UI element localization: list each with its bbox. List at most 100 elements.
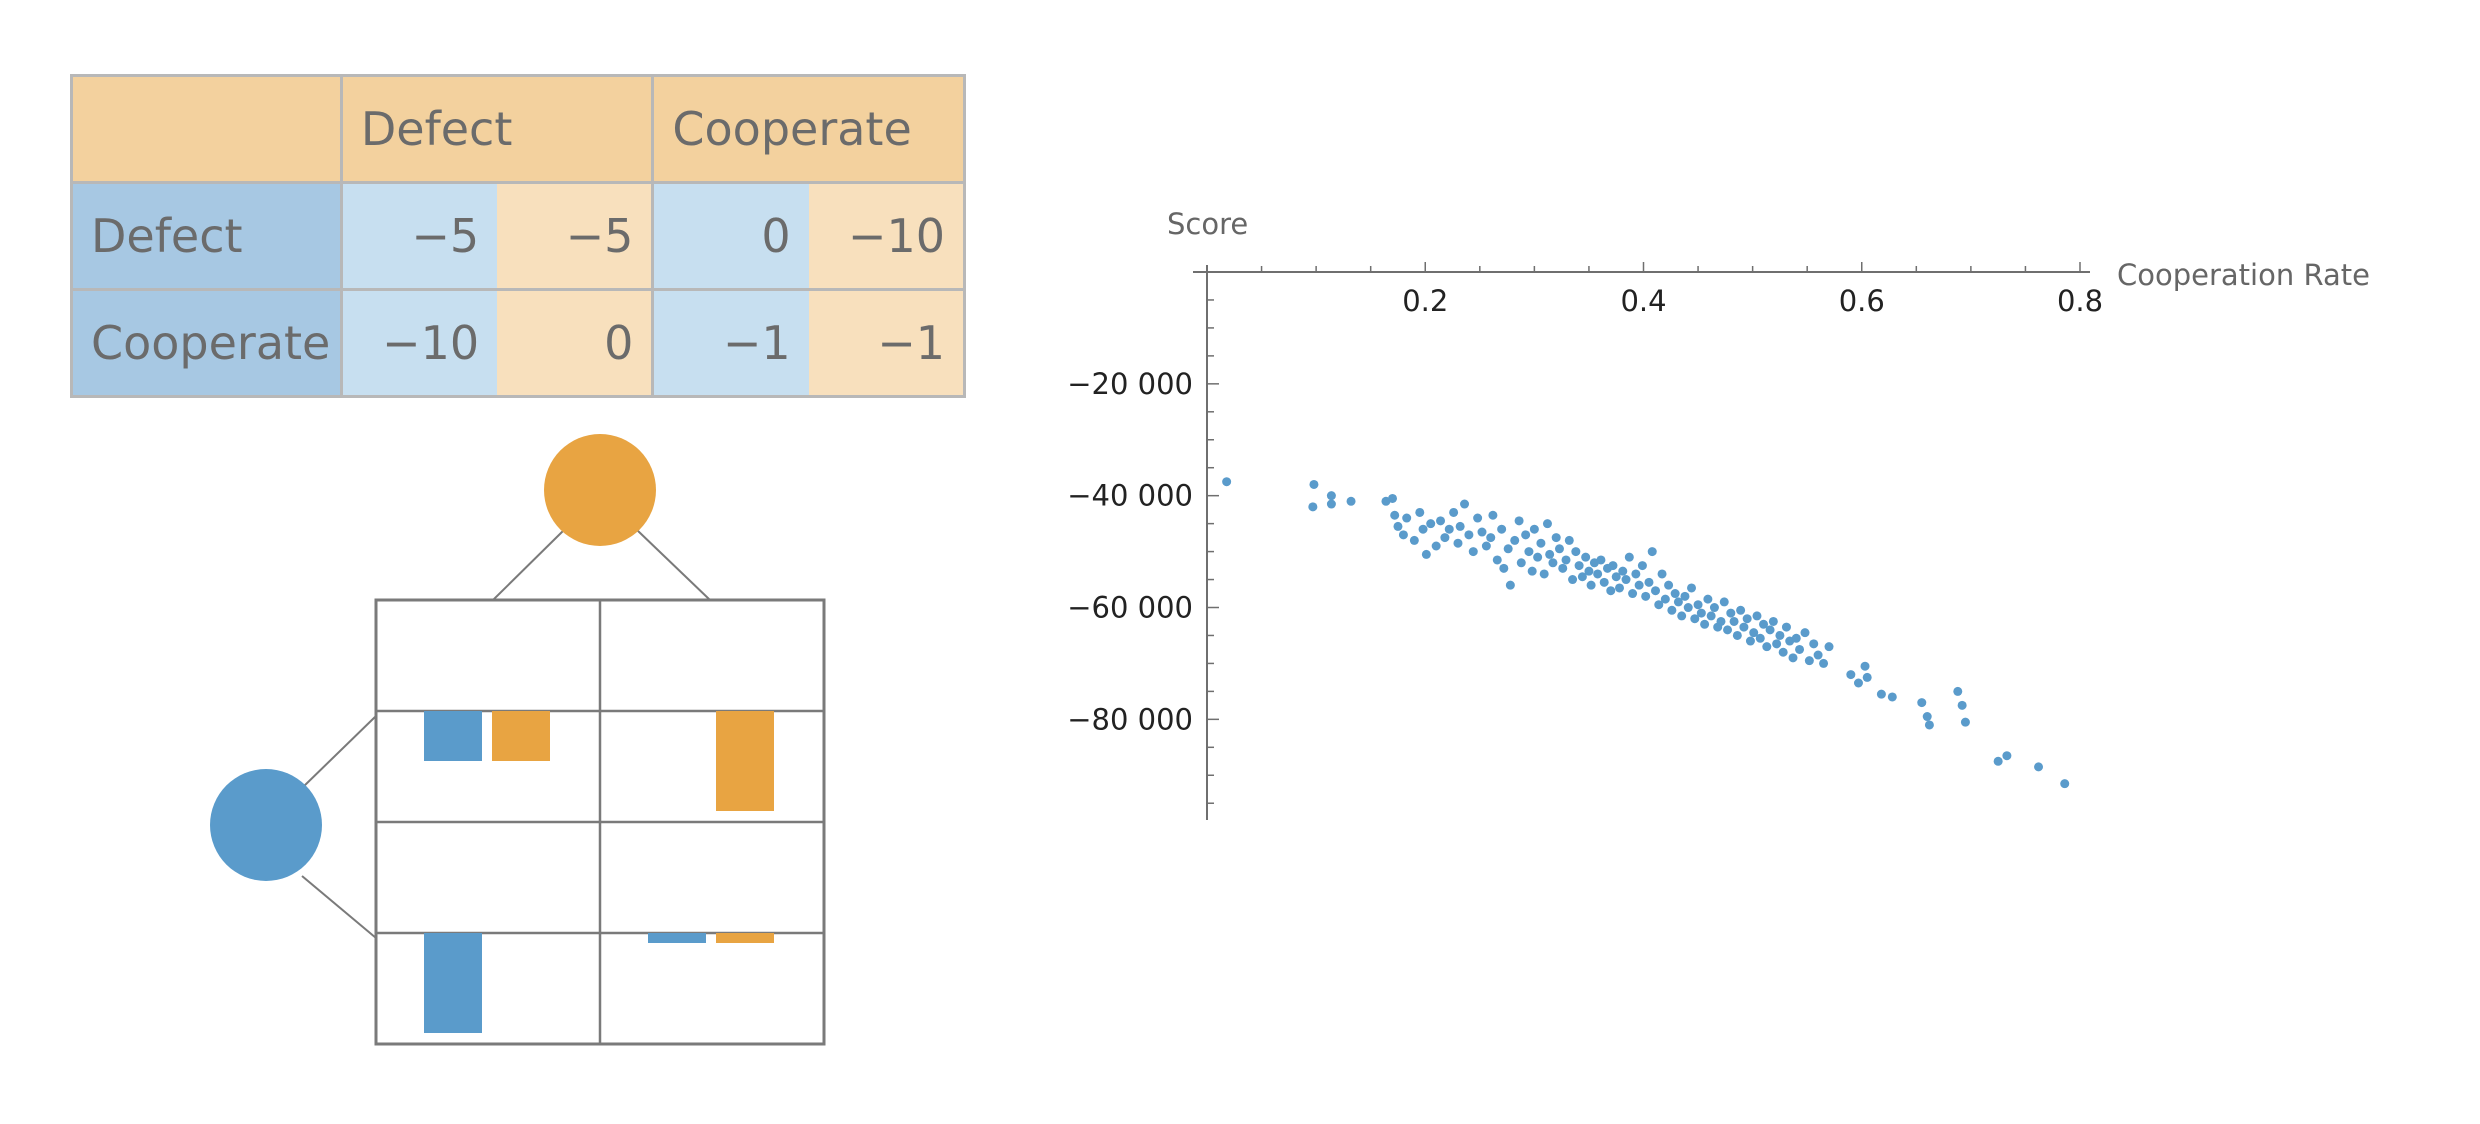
data-point [1922, 712, 1932, 722]
data-point [1346, 496, 1356, 506]
data-point [1486, 533, 1496, 543]
payoff-col-header-cooperate: Cooperate [651, 74, 966, 184]
data-point [1309, 479, 1319, 489]
data-point [1402, 513, 1412, 523]
x-tick-label: 0.4 [1620, 284, 1666, 318]
data-point [2060, 779, 2070, 789]
x-axis-label: Cooperation Rate [2117, 258, 2370, 292]
data-point [1308, 502, 1318, 512]
data-point [1510, 535, 1520, 545]
data-point [1628, 589, 1638, 599]
payoff-cell-defect-defect: −5 −5 [339, 181, 655, 291]
data-point [1819, 658, 1829, 668]
data-point [1795, 644, 1805, 654]
data-point [1667, 605, 1677, 615]
data-point [1768, 616, 1778, 626]
payoff-bar-col-player [716, 711, 774, 811]
data-point [1222, 477, 1232, 487]
payoff-row-header-defect: Defect [70, 181, 343, 291]
data-point [1393, 521, 1403, 531]
data-point [1755, 633, 1765, 643]
data-point [1561, 555, 1571, 565]
data-point [1584, 566, 1594, 576]
data-point [1539, 569, 1549, 579]
data-point [1719, 597, 1729, 607]
data-point [1813, 650, 1823, 660]
data-point [1726, 608, 1736, 618]
data-point [1800, 628, 1810, 638]
data-point [1860, 661, 1870, 671]
payoff-row-cooperate: Cooperate −10 0 −1 −1 [70, 288, 966, 398]
data-point [1657, 569, 1667, 579]
data-point [1440, 533, 1450, 543]
data-point [1618, 566, 1628, 576]
payoff-value-row-player: −10 [342, 291, 498, 395]
connector-line [492, 529, 565, 601]
data-point [1673, 597, 1683, 607]
data-point [1957, 700, 1967, 710]
data-point [1690, 614, 1700, 624]
data-point [1876, 689, 1886, 699]
connector-line [301, 875, 377, 939]
data-point [1503, 544, 1513, 554]
data-point [1644, 577, 1654, 587]
data-point [1571, 547, 1581, 557]
data-point [1551, 533, 1561, 543]
data-point [1577, 572, 1587, 582]
data-point [1464, 530, 1474, 540]
data-point [1431, 541, 1441, 551]
data-point [1804, 656, 1814, 666]
data-point [1488, 510, 1498, 520]
data-point [1529, 524, 1539, 534]
data-point [1415, 507, 1425, 517]
data-point [1564, 535, 1574, 545]
data-point [1716, 616, 1726, 626]
data-point [1739, 622, 1749, 632]
y-tick-label: −60 000 [1067, 591, 1193, 625]
data-point [1453, 538, 1463, 548]
data-point [1481, 541, 1491, 551]
data-point [1608, 561, 1618, 571]
data-point [1426, 519, 1436, 529]
data-point [1723, 625, 1733, 635]
data-point [1631, 569, 1641, 579]
scatter-chart: 0.2 0.4 0.6 0.8 −20 000 −40 000 −60 000 −80 000… [1067, 207, 2370, 820]
payoff-row-defect: Defect −5 −5 0 −10 [70, 181, 966, 291]
data-point [1418, 524, 1428, 534]
data-point [1614, 583, 1624, 593]
data-point [1683, 603, 1693, 613]
payoff-cell-cooperate-defect: −10 0 [339, 288, 655, 398]
payoff-col-header-defect: Defect [339, 74, 655, 184]
data-point [1680, 591, 1690, 601]
data-point [1924, 720, 1934, 730]
data-point [1736, 605, 1746, 615]
data-point [1709, 603, 1719, 613]
payoff-bar-col-player [716, 933, 774, 943]
data-point [1388, 493, 1398, 503]
data-point [1505, 580, 1515, 590]
row-player-node [210, 769, 322, 881]
data-point [1542, 519, 1552, 529]
data-point [1809, 639, 1819, 649]
payoff-cell-defect-cooperate: 0 −10 [651, 181, 966, 291]
payoff-bar-row-player [648, 933, 706, 943]
connector-line [301, 715, 377, 789]
connector-line [636, 529, 711, 601]
data-point [1548, 558, 1558, 568]
data-point [1444, 524, 1454, 534]
data-point [1664, 580, 1674, 590]
data-point [1749, 628, 1759, 638]
data-point [1624, 552, 1634, 562]
data-point [1762, 642, 1772, 652]
payoff-bar-row-player [424, 711, 482, 761]
data-point [1398, 530, 1408, 540]
y-tick-label: −20 000 [1067, 367, 1193, 401]
data-point [1670, 589, 1680, 599]
payoff-cell-cooperate-cooperate: −1 −1 [651, 288, 966, 398]
data-point [1554, 544, 1564, 554]
data-point [1693, 600, 1703, 610]
x-tick-label: 0.8 [2057, 284, 2103, 318]
data-point [1499, 563, 1509, 573]
data-point [1732, 630, 1742, 640]
data-point [1455, 521, 1465, 531]
